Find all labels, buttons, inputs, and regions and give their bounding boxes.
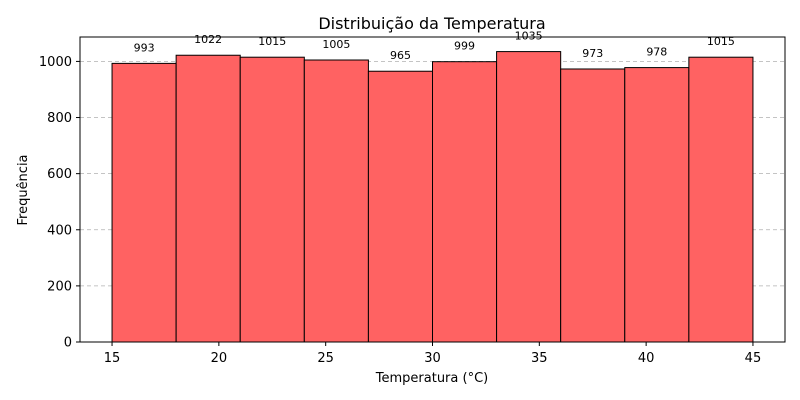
y-tick-label-4: 800 — [47, 111, 72, 126]
chart-title: Distribuição da Temperatura — [318, 14, 545, 33]
y-tick-label-3: 600 — [47, 167, 72, 182]
data-label-4: 965 — [390, 49, 411, 62]
y-tick-label-1: 200 — [47, 279, 72, 294]
data-label-5: 999 — [454, 40, 475, 53]
y-tick-label-0: 0 — [64, 336, 72, 351]
bar-6 — [496, 51, 562, 343]
bar-7 — [560, 68, 626, 343]
bar-5 — [432, 61, 498, 343]
bar-0 — [111, 62, 177, 343]
bar-1 — [175, 54, 241, 343]
data-label-0: 993 — [134, 41, 155, 54]
data-label-8: 978 — [646, 46, 667, 59]
x-tick-label-4: 35 — [531, 351, 548, 366]
x-tick-label-0: 15 — [104, 351, 121, 366]
x-tick-label-1: 20 — [211, 351, 228, 366]
bar-8 — [624, 67, 690, 343]
data-labels: 993 1022 1015 1005 965 999 1035 973 978 1015 — [134, 30, 735, 63]
y-tick-label-5: 1000 — [39, 55, 72, 70]
bars — [111, 51, 754, 343]
x-tick-label-6: 45 — [745, 351, 762, 366]
data-label-9: 1015 — [707, 35, 735, 48]
axes: 15 20 25 30 35 40 45 0 200 400 600 800 1000 — [39, 36, 786, 366]
data-label-1: 1022 — [194, 33, 222, 46]
x-axis-label: Temperatura (°C) — [375, 371, 488, 386]
y-tick-label-2: 400 — [47, 223, 72, 238]
x-tick-label-2: 25 — [317, 351, 334, 366]
data-label-6: 1035 — [515, 30, 543, 43]
bar-9 — [688, 56, 754, 343]
data-label-7: 973 — [582, 47, 603, 60]
bar-2 — [239, 56, 305, 343]
data-label-3: 1005 — [322, 38, 350, 51]
bar-3 — [303, 59, 369, 343]
x-tick-label-5: 40 — [638, 351, 655, 366]
bar-4 — [367, 70, 433, 343]
data-label-2: 1015 — [258, 35, 286, 48]
y-axis-label: Frequência — [16, 154, 31, 225]
x-tick-label-3: 30 — [424, 351, 441, 366]
